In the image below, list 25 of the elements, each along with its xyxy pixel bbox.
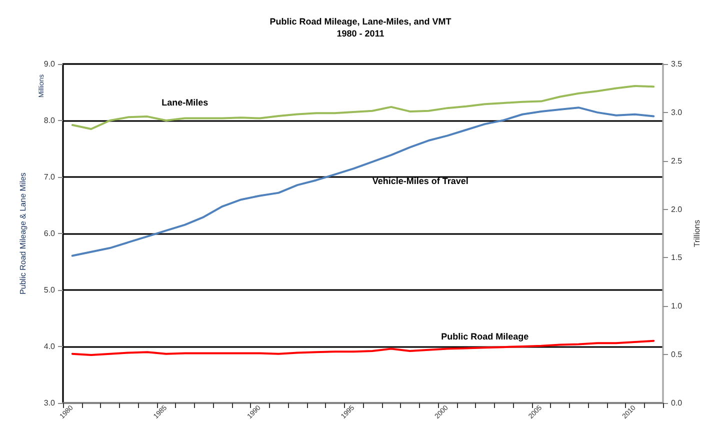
y-axis-title: Public Road Mileage & Lane Miles <box>18 172 28 294</box>
y2-tick-label: 0.0 <box>671 398 683 408</box>
y2-tick-label: 1.0 <box>671 302 683 311</box>
y-tick-label: 3.0 <box>44 398 56 408</box>
series-label: Vehicle-Miles of Travel <box>372 176 468 186</box>
y-tick-label: 9.0 <box>44 60 56 68</box>
y-tick-label: 4.0 <box>44 342 56 351</box>
y-tick-label: 5.0 <box>44 286 56 294</box>
y2-tick-label: 0.5 <box>671 350 683 360</box>
y-tick-label: 6.0 <box>44 229 56 238</box>
line-series <box>71 85 655 130</box>
y-tick-label: 7.0 <box>44 172 56 182</box>
y2-tick-label: 1.5 <box>671 253 683 262</box>
y2-tick-label: 2.5 <box>671 156 683 166</box>
y2-tick-label: 3.5 <box>671 60 683 68</box>
series-label: Public Road Mileage <box>441 331 529 342</box>
chart-title: Public Road Mileage, Lane-Miles, and VMT <box>270 16 452 26</box>
line-series <box>71 340 655 356</box>
chart-subtitle: 1980 - 2011 <box>336 28 384 38</box>
y2-axis-title: Trillions <box>692 220 702 248</box>
y-tick-label: 8.0 <box>44 116 56 125</box>
line-series <box>71 106 655 257</box>
y2-tick-label: 3.0 <box>671 108 683 117</box>
series-label: Lane-Miles <box>162 97 208 108</box>
y2-tick-label: 2.0 <box>671 204 683 214</box>
